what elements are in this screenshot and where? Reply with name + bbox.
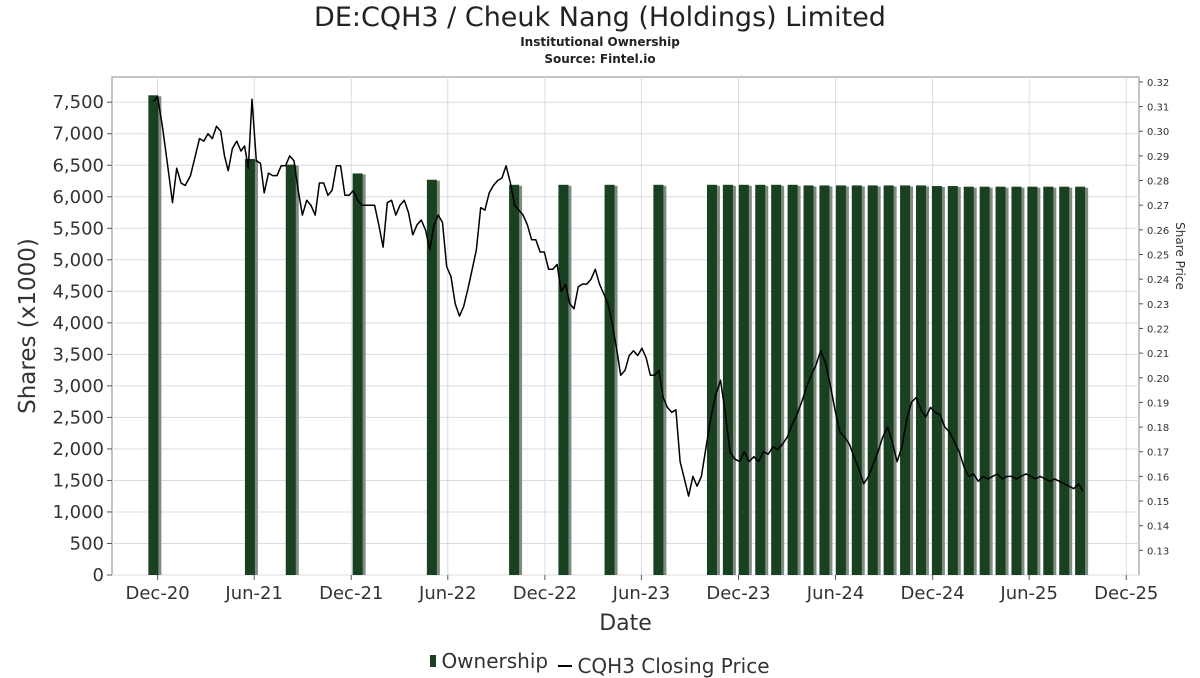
legend-ownership[interactable]: Ownership [430, 649, 548, 673]
ownership-bar [1059, 186, 1070, 575]
x-axis-title: Date [599, 611, 652, 636]
y2-tick-label: 0.28 [1147, 177, 1169, 188]
y2-tick-label: 0.20 [1147, 374, 1169, 385]
y2-tick-label: 0.30 [1147, 127, 1169, 138]
ownership-bar [947, 186, 958, 575]
y2-tick-label: 0.16 [1147, 472, 1169, 483]
y-axis-title: Shares (x1000) [15, 238, 41, 414]
y2-tick-label: 0.32 [1147, 78, 1169, 89]
y-tick-label: 6,000 [52, 187, 104, 208]
y2-tick-label: 0.29 [1147, 152, 1169, 163]
price-line [152, 95, 1084, 497]
y-tick-label: 0 [93, 565, 104, 586]
ownership-bar [915, 185, 926, 575]
y2-tick-label: 0.22 [1147, 324, 1169, 335]
x-tick-label: Dec-25 [1094, 583, 1158, 604]
y-tick-label: 2,500 [52, 407, 104, 428]
y-tick-label: 500 [70, 533, 104, 554]
ownership-bar [653, 184, 664, 576]
y-tick-label: 7,000 [52, 124, 104, 145]
x-tick-label: Dec-21 [319, 583, 383, 604]
ownership-bar [755, 184, 766, 576]
y2-tick-label: 0.27 [1147, 201, 1169, 212]
y-tick-label: 2,000 [52, 439, 104, 460]
x-tick-label: Dec-20 [126, 583, 190, 604]
ownership-bar [819, 185, 830, 575]
ownership-bar [148, 95, 159, 576]
ownership-swatch [430, 655, 437, 667]
x-tick-label: Jun-21 [224, 583, 283, 604]
y-tick-label: 3,000 [52, 376, 104, 397]
y-tick-label: 6,500 [52, 155, 104, 176]
price-swatch [558, 665, 573, 667]
ownership-bar [1011, 186, 1022, 575]
ownership-bar [883, 185, 894, 575]
x-axis: Dec-20 Jun-21 Dec-21 Jun-22 Dec-22 Jun-23 Dec-… [126, 575, 1158, 604]
ownership-bar [835, 185, 846, 575]
ownership-bar [738, 184, 749, 576]
ownership-bar [1043, 186, 1054, 575]
y2-tick-label: 0.19 [1147, 398, 1169, 409]
y-axis-right: 0.13 0.14 0.15 0.16 0.17 0.18 0.19 0.20 0.21 0.22… [1139, 78, 1169, 557]
chart-legend: Ownership CQH3 Closing Price [0, 648, 1200, 678]
ownership-bar [771, 184, 782, 576]
y-axis-left: 0 500 1,000 1,500 2,000 2,500 3,000 3,500 4,000 4… [52, 92, 112, 586]
y2-tick-label: 0.14 [1147, 522, 1169, 533]
y2-tick-label: 0.24 [1147, 275, 1169, 286]
ownership-bar [352, 173, 363, 575]
chart-subtitle: Institutional Ownership [520, 35, 680, 49]
y-tick-label: 5,500 [52, 218, 104, 239]
y2-tick-label: 0.25 [1147, 251, 1169, 262]
x-tick-label: Jun-23 [612, 583, 671, 604]
y2-axis-title: Share Price [1173, 222, 1187, 290]
y-tick-label: 1,500 [52, 470, 104, 491]
x-tick-label: Dec-22 [513, 583, 577, 604]
ownership-bar [900, 185, 911, 575]
y2-tick-label: 0.18 [1147, 423, 1169, 434]
ownership-bar [995, 186, 1006, 575]
ownership-bar [787, 184, 798, 576]
ownership-bar [244, 158, 255, 575]
y-tick-label: 5,000 [52, 250, 104, 271]
y-tick-label: 7,500 [52, 92, 104, 113]
legend-price-label: CQH3 Closing Price [577, 654, 770, 678]
ownership-bar [851, 185, 862, 575]
y2-tick-label: 0.17 [1147, 448, 1169, 459]
x-tick-label: Jun-25 [999, 583, 1058, 604]
ownership-bar [285, 164, 296, 575]
ownership-bars [148, 95, 1089, 576]
ownership-bar [867, 185, 878, 575]
y2-tick-label: 0.15 [1147, 497, 1169, 508]
ownership-bar [604, 184, 615, 576]
y-tick-label: 4,500 [52, 281, 104, 302]
y-tick-label: 3,500 [52, 344, 104, 365]
x-tick-label: Jun-22 [418, 583, 477, 604]
x-tick-label: Dec-23 [706, 583, 770, 604]
ownership-bar [558, 184, 569, 576]
x-tick-label: Jun-24 [806, 583, 865, 604]
y2-tick-label: 0.23 [1147, 300, 1169, 311]
ownership-chart: 0 500 1,000 1,500 2,000 2,500 3,000 3,500 4,000 4… [15, 76, 1187, 636]
legend-price[interactable]: CQH3 Closing Price [558, 654, 770, 678]
y2-tick-label: 0.26 [1147, 226, 1169, 237]
chart-source: Source: Fintel.io [544, 52, 656, 66]
legend-ownership-label: Ownership [441, 649, 549, 673]
y2-tick-label: 0.31 [1147, 103, 1169, 114]
x-tick-label: Dec-24 [901, 583, 965, 604]
ownership-bar [706, 184, 717, 576]
chart-title: DE:CQH3 / Cheuk Nang (Holdings) Limited [314, 2, 886, 33]
y-tick-label: 4,000 [52, 313, 104, 334]
ownership-bar [509, 184, 520, 576]
ownership-bar [963, 186, 974, 575]
y2-tick-label: 0.13 [1147, 546, 1169, 557]
ownership-bar [931, 186, 942, 575]
ownership-bar [979, 186, 990, 575]
ownership-bar [426, 179, 437, 575]
ownership-bar [1027, 186, 1038, 575]
ownership-bar [722, 184, 733, 576]
y-tick-label: 1,000 [52, 502, 104, 523]
ownership-bar [1075, 186, 1086, 575]
y2-tick-label: 0.21 [1147, 349, 1169, 360]
